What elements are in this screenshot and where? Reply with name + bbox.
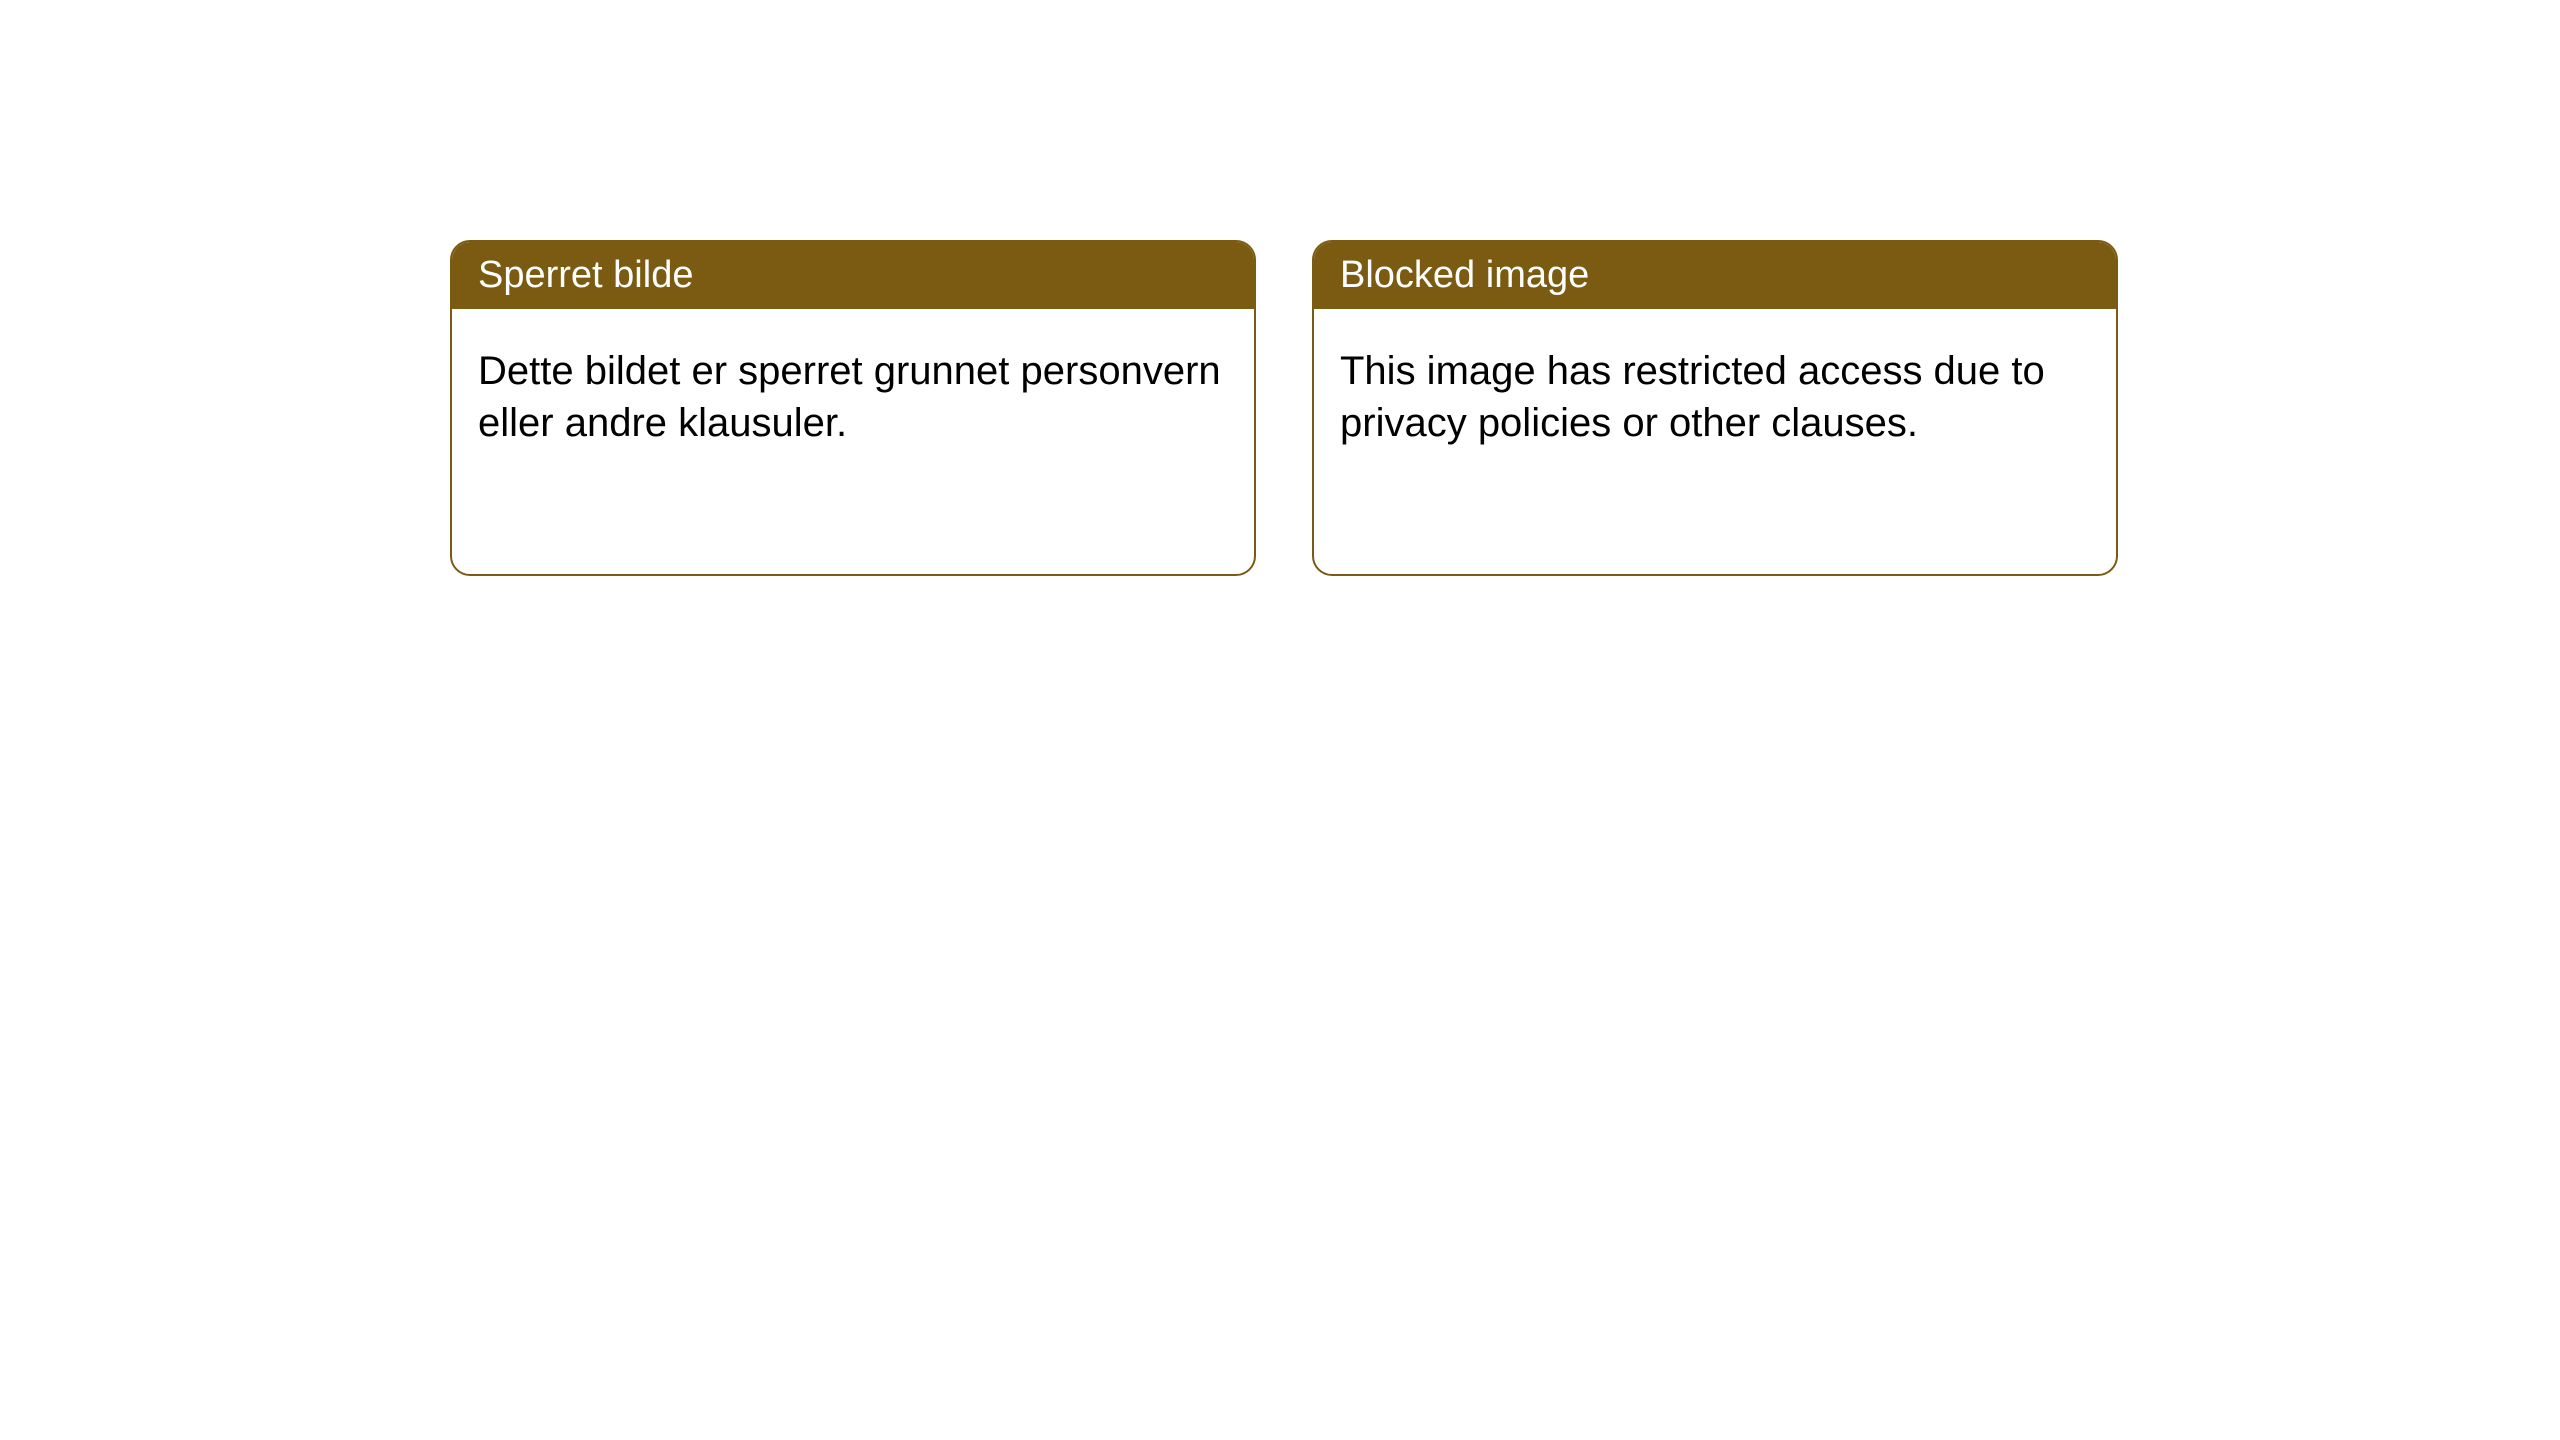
notice-cards-container: Sperret bilde Dette bildet er sperret gr…: [450, 240, 2560, 576]
blocked-image-card-en: Blocked image This image has restricted …: [1312, 240, 2118, 576]
card-message-no: Dette bildet er sperret grunnet personve…: [478, 349, 1221, 445]
card-title-en: Blocked image: [1340, 254, 1589, 296]
card-body-no: Dette bildet er sperret grunnet personve…: [452, 309, 1254, 485]
blocked-image-card-no: Sperret bilde Dette bildet er sperret gr…: [450, 240, 1256, 576]
card-message-en: This image has restricted access due to …: [1340, 349, 2045, 445]
card-title-no: Sperret bilde: [478, 254, 693, 296]
card-body-en: This image has restricted access due to …: [1314, 309, 2116, 485]
card-header-en: Blocked image: [1314, 242, 2116, 309]
card-header-no: Sperret bilde: [452, 242, 1254, 309]
